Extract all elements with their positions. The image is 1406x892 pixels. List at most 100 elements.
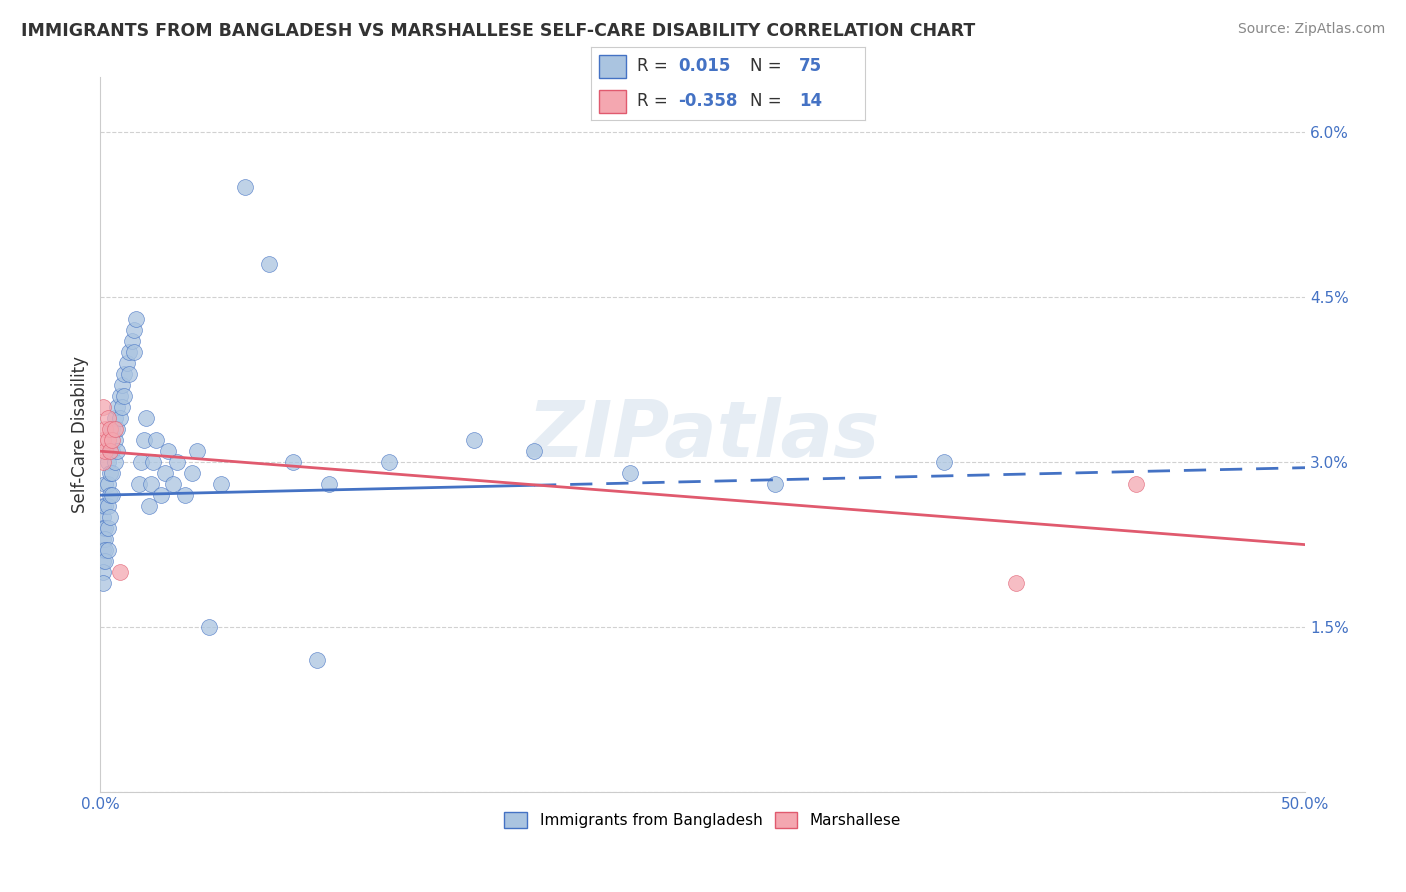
Point bbox=[114, 368, 136, 382]
Text: ZIPatlas: ZIPatlas bbox=[527, 397, 879, 473]
Point bbox=[619, 466, 641, 480]
Point bbox=[91, 532, 114, 546]
Point bbox=[94, 521, 117, 535]
Point bbox=[125, 312, 148, 326]
Bar bbox=[599, 90, 626, 113]
Point bbox=[108, 411, 131, 425]
Point bbox=[98, 444, 121, 458]
Point bbox=[98, 488, 121, 502]
Point bbox=[97, 411, 120, 425]
Point bbox=[233, 180, 256, 194]
Point bbox=[122, 323, 145, 337]
Point bbox=[94, 543, 117, 558]
Y-axis label: Self-Care Disability: Self-Care Disability bbox=[72, 356, 89, 513]
Point bbox=[111, 378, 134, 392]
Point bbox=[105, 444, 128, 458]
Point bbox=[114, 389, 136, 403]
Point bbox=[94, 532, 117, 546]
Legend: Immigrants from Bangladesh, Marshallese: Immigrants from Bangladesh, Marshallese bbox=[498, 806, 907, 834]
Point bbox=[98, 466, 121, 480]
Point bbox=[138, 499, 160, 513]
Text: Source: ZipAtlas.com: Source: ZipAtlas.com bbox=[1237, 22, 1385, 37]
Point bbox=[111, 401, 134, 415]
Point bbox=[257, 257, 280, 271]
Point bbox=[1005, 576, 1028, 591]
Text: N =: N = bbox=[749, 57, 786, 75]
Point bbox=[318, 477, 340, 491]
Point bbox=[98, 444, 121, 458]
Point bbox=[91, 499, 114, 513]
Point bbox=[105, 401, 128, 415]
Point bbox=[139, 477, 162, 491]
Point bbox=[101, 466, 124, 480]
Bar bbox=[599, 54, 626, 78]
Point bbox=[91, 576, 114, 591]
Point bbox=[932, 455, 955, 469]
Point bbox=[104, 455, 127, 469]
Point bbox=[307, 653, 329, 667]
Point bbox=[101, 488, 124, 502]
Point bbox=[91, 455, 114, 469]
Point bbox=[91, 543, 114, 558]
Point bbox=[101, 444, 124, 458]
Text: 75: 75 bbox=[799, 57, 823, 75]
Point bbox=[105, 422, 128, 436]
Point bbox=[118, 345, 141, 359]
Point bbox=[104, 411, 127, 425]
Point bbox=[763, 477, 786, 491]
Point bbox=[97, 455, 120, 469]
Point bbox=[523, 444, 546, 458]
Point bbox=[131, 455, 153, 469]
Point bbox=[97, 433, 120, 447]
Point bbox=[166, 455, 188, 469]
Point bbox=[180, 466, 202, 480]
Point bbox=[98, 422, 121, 436]
Text: 14: 14 bbox=[799, 93, 823, 111]
Point bbox=[162, 477, 184, 491]
Point bbox=[94, 422, 117, 436]
Point bbox=[94, 477, 117, 491]
Point bbox=[94, 554, 117, 568]
Point bbox=[197, 620, 219, 634]
Point bbox=[108, 565, 131, 579]
Point bbox=[122, 345, 145, 359]
Point bbox=[173, 488, 195, 502]
Point bbox=[104, 433, 127, 447]
Point bbox=[97, 543, 120, 558]
Point bbox=[1125, 477, 1147, 491]
Point bbox=[104, 422, 127, 436]
Text: 0.015: 0.015 bbox=[678, 57, 731, 75]
Point bbox=[108, 389, 131, 403]
Point bbox=[118, 368, 141, 382]
Point bbox=[156, 444, 179, 458]
Point bbox=[145, 433, 167, 447]
Text: R =: R = bbox=[637, 93, 673, 111]
Point bbox=[142, 455, 165, 469]
Point bbox=[186, 444, 208, 458]
Point bbox=[94, 444, 117, 458]
Point bbox=[91, 521, 114, 535]
Point bbox=[97, 499, 120, 513]
Point bbox=[132, 433, 155, 447]
Point bbox=[101, 433, 124, 447]
Point bbox=[97, 521, 120, 535]
Point bbox=[121, 334, 143, 349]
Point bbox=[91, 510, 114, 524]
Point bbox=[378, 455, 401, 469]
Point bbox=[281, 455, 304, 469]
Point bbox=[91, 433, 114, 447]
Text: -0.358: -0.358 bbox=[678, 93, 738, 111]
Text: IMMIGRANTS FROM BANGLADESH VS MARSHALLESE SELF-CARE DISABILITY CORRELATION CHART: IMMIGRANTS FROM BANGLADESH VS MARSHALLES… bbox=[21, 22, 976, 40]
Point bbox=[115, 356, 138, 370]
Point bbox=[128, 477, 150, 491]
Point bbox=[91, 554, 114, 568]
Point bbox=[155, 466, 177, 480]
Point bbox=[97, 477, 120, 491]
Point bbox=[149, 488, 172, 502]
Point bbox=[101, 422, 124, 436]
Point bbox=[463, 433, 485, 447]
Text: N =: N = bbox=[749, 93, 786, 111]
Point bbox=[209, 477, 232, 491]
Text: R =: R = bbox=[637, 57, 673, 75]
Point bbox=[98, 510, 121, 524]
